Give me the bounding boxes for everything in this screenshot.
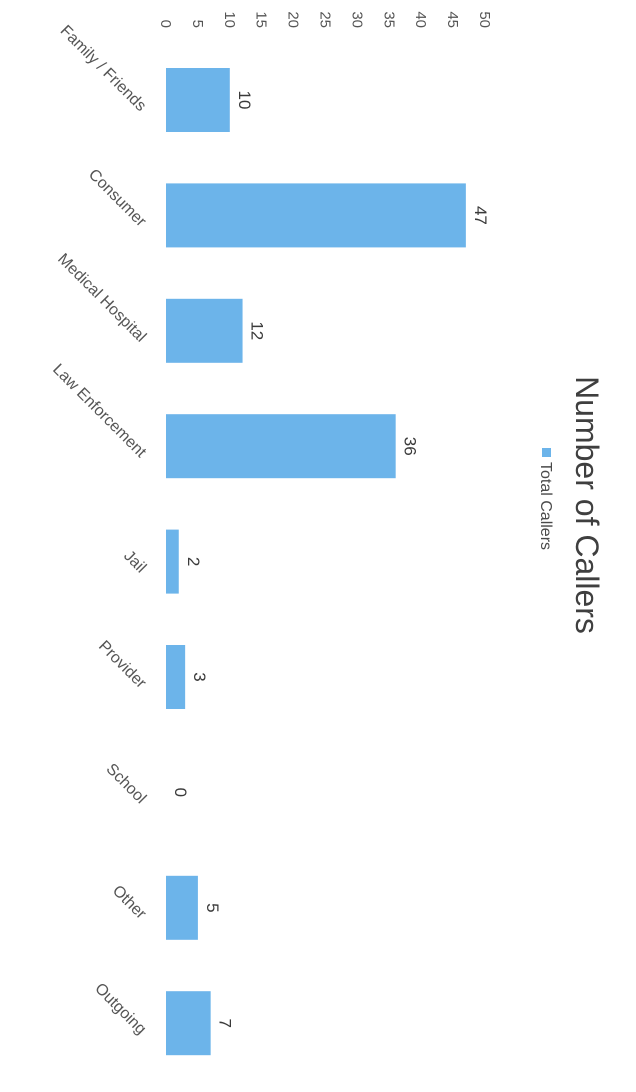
bar <box>166 298 243 363</box>
bar-value-label: 12 <box>248 321 267 340</box>
bar-value-label: 47 <box>471 206 490 225</box>
value-tick-label: 20 <box>285 11 302 28</box>
bar <box>166 529 179 594</box>
legend-label: Total Callers <box>537 462 554 550</box>
bar-value-label: 36 <box>401 437 420 456</box>
bar-value-label: 2 <box>184 557 203 566</box>
value-tick-label: 30 <box>348 11 365 28</box>
bar-value-label: 5 <box>203 903 222 912</box>
value-tick-label: 45 <box>444 11 461 28</box>
category-label: Other <box>109 882 150 923</box>
value-tick-label: 5 <box>189 20 206 28</box>
data-labels: 10 47 12 36 2 3 0 5 7 <box>171 91 490 1028</box>
value-axis: 0 5 10 15 20 25 30 35 40 45 50 <box>157 11 493 28</box>
value-tick-label: 50 <box>476 11 493 28</box>
bar <box>166 414 396 479</box>
category-label: Family / Friends <box>57 22 149 114</box>
category-label: School <box>103 761 150 808</box>
value-tick-label: 15 <box>253 11 270 28</box>
category-label: Provider <box>95 638 150 693</box>
category-label: Medical Hospital <box>54 251 149 346</box>
category-label: Outgoing <box>91 980 149 1038</box>
bar-value-label: 10 <box>235 91 254 110</box>
bar-value-label: 7 <box>216 1018 235 1027</box>
category-axis-labels: Family / Friends Consumer Medical Hospital… <box>49 22 150 1038</box>
value-tick-label: 10 <box>221 11 238 28</box>
value-tick-label: 0 <box>157 20 174 28</box>
bar <box>166 645 186 709</box>
bar <box>165 68 230 132</box>
bar <box>165 875 198 940</box>
value-tick-label: 35 <box>380 11 397 28</box>
value-tick-label: 40 <box>412 11 429 28</box>
bar <box>166 183 466 248</box>
bar-value-label: 3 <box>190 672 209 681</box>
chart-title: Number of Callers <box>569 376 605 634</box>
category-label: Law Enforcement <box>49 361 149 461</box>
legend-swatch <box>542 448 551 457</box>
chart-rotation-group: Number of Callers Total Callers 0 5 10 15 20… <box>49 11 605 1056</box>
bar <box>166 991 211 1056</box>
legend: Total Callers <box>537 448 554 550</box>
bars <box>165 68 466 1056</box>
category-label: Consumer <box>85 166 150 231</box>
category-label: Jail <box>120 547 149 576</box>
bar-value-label: 0 <box>171 788 190 797</box>
value-tick-label: 25 <box>317 11 334 28</box>
